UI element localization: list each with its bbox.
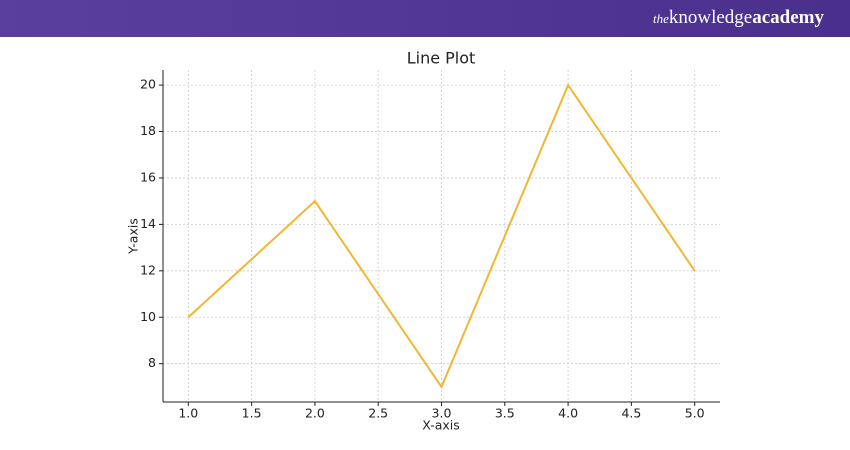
logo: theknowledgeacademy [653, 7, 824, 29]
x-tick-label: 4.0 [558, 406, 578, 421]
logo-main: knowledge [668, 7, 753, 28]
line-series [187, 83, 696, 389]
x-axis-label: X-axis [422, 418, 460, 433]
chart-title: Line Plot [407, 49, 476, 68]
x-tick-label: 1.5 [242, 406, 262, 421]
logo-suffix: academy [752, 7, 824, 28]
x-tick-label: 5.0 [685, 406, 705, 421]
logo-prefix: the [652, 11, 669, 26]
y-tick-label: 18 [140, 123, 156, 138]
y-tick-label: 12 [140, 262, 156, 277]
y-tick-label: 20 [140, 77, 156, 92]
y-tick-label: 10 [140, 309, 156, 324]
x-tick-label: 2.0 [305, 406, 325, 421]
x-tick-label: 2.5 [368, 406, 388, 421]
x-tick-label: 3.5 [495, 406, 515, 421]
x-tick-label: 1.0 [178, 406, 198, 421]
x-tick-label: 3.0 [432, 406, 452, 421]
y-tick-label: 8 [148, 355, 156, 370]
header-bar: theknowledgeacademy [0, 0, 850, 37]
y-axis-label: Y-axis [126, 218, 141, 255]
x-tick-label: 4.5 [621, 406, 641, 421]
y-tick-label: 14 [140, 216, 156, 231]
y-tick-label: 16 [140, 169, 156, 184]
